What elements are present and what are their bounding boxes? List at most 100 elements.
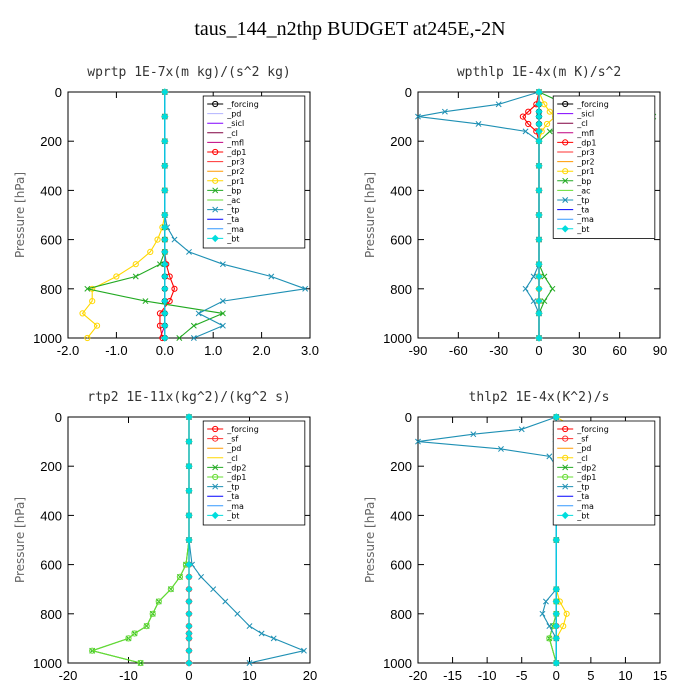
y-tick-label: 800 bbox=[390, 607, 412, 622]
y-tick-label: 1000 bbox=[33, 656, 62, 671]
series-point-pr1 bbox=[84, 334, 91, 342]
series-point-bp bbox=[132, 273, 139, 280]
y-tick-label: 1000 bbox=[383, 656, 412, 671]
series-point-tp bbox=[219, 322, 226, 329]
y-tick-label: 200 bbox=[40, 134, 62, 149]
x-tick-label: 10 bbox=[242, 668, 256, 683]
legend-marker bbox=[562, 473, 569, 481]
series-point-tp bbox=[171, 236, 178, 243]
legend-entry: _ma bbox=[576, 215, 594, 224]
series-point-bt bbox=[161, 248, 169, 256]
legend-entry: _dp1 bbox=[226, 473, 246, 482]
x-tick-label: 0 bbox=[185, 668, 192, 683]
series-point-bt bbox=[535, 272, 543, 281]
series-point-dp1 bbox=[125, 635, 132, 642]
series-point-tp bbox=[186, 248, 192, 255]
panel-title: wpthlp 1E-4x(m K)/s^2 bbox=[457, 65, 621, 80]
series-point-bt bbox=[535, 297, 543, 305]
x-tick-label: 20 bbox=[303, 668, 317, 683]
series-point-bt bbox=[535, 309, 543, 318]
figure-title: taus_144_n2thp BUDGET at245E,-2N bbox=[194, 18, 506, 40]
series-point-tp bbox=[546, 453, 553, 460]
series-point-bt bbox=[161, 223, 169, 232]
x-tick-label: 0 bbox=[553, 668, 560, 683]
series-point-tp bbox=[246, 660, 253, 666]
x-tick-label: -20 bbox=[59, 668, 78, 683]
legend-marker bbox=[211, 511, 219, 520]
series-point-dp1 bbox=[155, 598, 162, 605]
series-point-tp bbox=[522, 285, 529, 292]
legend-entry: _pr3 bbox=[226, 158, 244, 167]
series-point-bt bbox=[552, 585, 560, 593]
series-point-dp1 bbox=[143, 623, 150, 630]
series-point-bt bbox=[185, 597, 193, 606]
legend-entry: _bt bbox=[226, 234, 239, 243]
series-point-bt bbox=[535, 100, 543, 109]
series-point-bt bbox=[552, 659, 560, 667]
legend-marker bbox=[212, 148, 219, 156]
y-tick-label: 1000 bbox=[33, 331, 62, 346]
y-tick-label: 600 bbox=[40, 558, 62, 573]
series-point-tp bbox=[475, 121, 482, 127]
series-point-bt bbox=[185, 487, 193, 495]
series-point-bt bbox=[552, 634, 560, 643]
series-point-tp bbox=[300, 647, 307, 654]
legend-entry: _dp1 bbox=[576, 473, 596, 482]
legend-marker bbox=[562, 425, 569, 433]
series-point-bt bbox=[161, 260, 169, 268]
series-point-tp bbox=[222, 598, 229, 605]
series-point-cl bbox=[563, 610, 570, 617]
series-point-tp bbox=[498, 446, 504, 452]
legend-marker bbox=[562, 168, 569, 175]
series-point-dp1 bbox=[546, 635, 553, 642]
legend-box bbox=[552, 95, 656, 239]
series-point-tp bbox=[415, 438, 421, 445]
series-point-bt bbox=[535, 137, 543, 145]
legend-marker bbox=[212, 464, 219, 471]
series-point-dp1 bbox=[89, 647, 96, 654]
series-point-bt bbox=[161, 137, 169, 145]
series-line-dp1 bbox=[90, 417, 190, 664]
series-point-pr1 bbox=[147, 248, 154, 255]
x-tick-label: 1.0 bbox=[204, 343, 222, 358]
x-tick-label: -30 bbox=[489, 343, 508, 358]
series-point-tp bbox=[518, 426, 525, 433]
series-point-bt bbox=[161, 162, 169, 170]
series-point-bt bbox=[185, 560, 193, 569]
series-point-tp bbox=[190, 335, 197, 341]
y-axis-label: Pressure [hPa] bbox=[363, 497, 377, 583]
legend-marker bbox=[212, 187, 219, 194]
series-point-dp1 bbox=[176, 573, 184, 580]
legend-entry: _tp bbox=[226, 483, 239, 492]
legend-entry: _sf bbox=[226, 435, 238, 444]
series-point-tp bbox=[495, 101, 502, 108]
x-tick-label: 5 bbox=[587, 668, 594, 683]
legend-entry: _pr2 bbox=[576, 158, 594, 167]
series-point-tp bbox=[246, 623, 253, 630]
legend-entry: _dp2 bbox=[576, 463, 596, 472]
series-point-bt bbox=[552, 413, 560, 421]
series-point-tp bbox=[539, 610, 546, 617]
series-point-bt bbox=[161, 297, 169, 305]
legend-entry: _ta bbox=[576, 492, 589, 501]
legend-entry: _bt bbox=[226, 511, 239, 520]
y-tick-label: 600 bbox=[40, 233, 62, 248]
chart-panel-thlp2: thlp2 1E-4x(K^2)/s Pressure [hPa] -20 -15 -1… bbox=[363, 390, 667, 683]
series-point-bp bbox=[541, 273, 548, 280]
x-tick-label: -1.0 bbox=[105, 343, 127, 358]
series-group bbox=[79, 88, 309, 342]
legend-marker bbox=[562, 197, 569, 203]
series-point-tp bbox=[546, 623, 553, 630]
series-point-bt bbox=[535, 285, 543, 293]
legend-marker bbox=[212, 206, 219, 213]
series-point-bt bbox=[161, 285, 169, 293]
y-tick-label: 400 bbox=[390, 508, 412, 523]
series-point-tp bbox=[542, 598, 549, 605]
series-point-dp1 bbox=[149, 610, 156, 617]
series-group bbox=[89, 413, 307, 667]
y-tick-label: 0 bbox=[405, 410, 412, 425]
legend-entry: _dp1 bbox=[226, 148, 246, 157]
legend-entry: _cl bbox=[576, 454, 588, 463]
series-point-bt bbox=[185, 573, 193, 581]
series-line-dp2 bbox=[90, 417, 190, 664]
